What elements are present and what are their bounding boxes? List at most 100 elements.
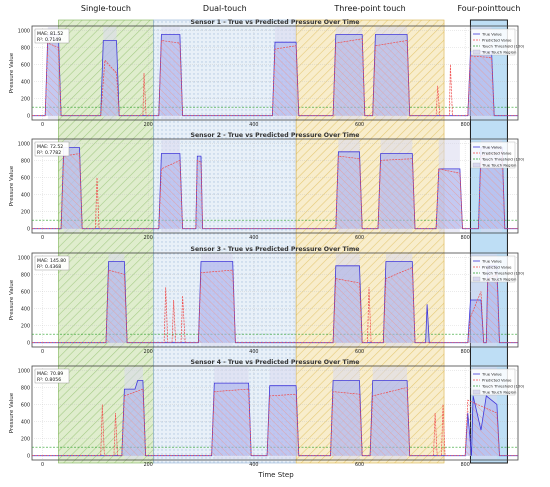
- legend-entry: Predicted Value: [482, 151, 512, 156]
- legend-entry: Touch Threshold (100): [481, 384, 525, 389]
- legend-entry: Predicted Value: [482, 378, 512, 383]
- metrics-box: [34, 28, 70, 44]
- y-axis-label: Pressure Value: [9, 279, 15, 320]
- y-tick-label: 600: [21, 402, 30, 408]
- panel-frame: [31, 252, 519, 348]
- predicted-value-line: [32, 151, 518, 230]
- x-tick-label: 400: [249, 349, 258, 355]
- x-tick-label: 600: [355, 122, 364, 128]
- sensor-panel-4: 0 200 400 600 800 1000 0 200 400 600 800 Sensor 4 -…: [9, 359, 525, 468]
- predicted-value-area: [32, 151, 518, 229]
- x-tick-label: 0: [41, 349, 44, 355]
- touch-region-2: [295, 19, 445, 464]
- x-tick-label: 0: [41, 462, 44, 468]
- x-tick-label: 200: [144, 349, 153, 355]
- x-tick-label: 600: [355, 349, 364, 355]
- x-axis-label: Time Step: [257, 471, 294, 479]
- panel-frame: [31, 365, 519, 461]
- legend-entry: True Touch Region: [481, 390, 517, 395]
- legend-swatch-touch-region: [472, 276, 481, 282]
- panel-title: Sensor 4 - True vs Predicted Pressure Ov…: [191, 359, 360, 366]
- y-tick-label: 200: [21, 210, 30, 216]
- metric-text: R²: 0.7782: [37, 150, 61, 156]
- x-tick-label: 800: [461, 349, 470, 355]
- y-tick-label: 400: [21, 307, 30, 313]
- predicted-value-area: [32, 267, 518, 343]
- x-tick-label: 800: [461, 235, 470, 241]
- x-tick-label: 600: [355, 235, 364, 241]
- x-tick-label: 200: [144, 235, 153, 241]
- region-label: Single-touch: [81, 4, 131, 13]
- legend-entry: Touch Threshold (100): [481, 44, 525, 49]
- metric-text: MAE: 145.80: [37, 258, 66, 264]
- metrics-box: [34, 141, 70, 157]
- legend-entry: True Touch Region: [481, 277, 517, 282]
- legend-box: [470, 141, 516, 169]
- x-tick-label: 600: [355, 462, 364, 468]
- predicted-value-area: [32, 38, 518, 116]
- y-tick-label: 0: [27, 227, 30, 233]
- panel-title: Sensor 3 - True vs Predicted Pressure Ov…: [191, 246, 360, 253]
- legend-entry: True Value: [481, 259, 502, 264]
- x-tick-label: 200: [144, 462, 153, 468]
- panel-frame: [31, 25, 519, 121]
- x-tick-label: 0: [41, 235, 44, 241]
- sensor-panel-1: 0 200 400 600 800 1000 0 200 400 600 800 Sensor 1 -…: [9, 19, 525, 128]
- legend-entry: True Value: [481, 372, 502, 377]
- legend-swatch-touch-region: [472, 49, 481, 55]
- y-axis-label: Pressure Value: [9, 392, 15, 433]
- y-tick-label: 1000: [18, 255, 30, 261]
- y-tick-label: 600: [21, 175, 30, 181]
- metric-text: MAE: 72.52: [37, 144, 63, 150]
- y-tick-label: 800: [21, 385, 30, 391]
- y-tick-label: 0: [27, 341, 30, 347]
- y-tick-label: 0: [27, 454, 30, 460]
- panel-title: Sensor 1 - True vs Predicted Pressure Ov…: [191, 19, 360, 26]
- sensor-panel-3: 0 200 400 600 800 1000 0 200 400 600 800 Sensor 3 -…: [9, 246, 525, 355]
- y-tick-label: 800: [21, 272, 30, 278]
- x-tick-label: 800: [461, 122, 470, 128]
- legend-swatch-touch-region: [472, 162, 481, 168]
- y-axis-label: Pressure Value: [9, 52, 15, 93]
- x-tick-label: 400: [249, 462, 258, 468]
- metric-text: R²: 0.7149: [37, 37, 61, 43]
- y-tick-label: 800: [21, 45, 30, 51]
- region-label: Dual-touch: [203, 4, 247, 13]
- y-tick-label: 200: [21, 97, 30, 103]
- legend-entry: True Touch Region: [481, 163, 517, 168]
- legend-entry: True Value: [481, 145, 502, 150]
- metrics-box: [34, 368, 70, 384]
- y-tick-label: 400: [21, 80, 30, 86]
- predicted-value-line: [32, 38, 518, 117]
- x-tick-label: 800: [461, 462, 470, 468]
- metric-text: MAE: 81.52: [37, 31, 63, 37]
- panel-title: Sensor 2 - True vs Predicted Pressure Ov…: [191, 132, 360, 139]
- legend-entry: Predicted Value: [482, 265, 512, 270]
- panel-layer: 0 200 400 600 800 1000 0 200 400 600 800 Sensor 1 -…: [9, 19, 525, 468]
- y-tick-label: 0: [27, 114, 30, 120]
- legend-entry: True Touch Region: [481, 50, 517, 55]
- x-tick-label: 200: [144, 122, 153, 128]
- y-axis-label: Pressure Value: [9, 165, 15, 206]
- region-label: Three-point touch: [333, 4, 405, 13]
- y-tick-label: 400: [21, 193, 30, 199]
- x-tick-label: 400: [249, 122, 258, 128]
- sensor-panel-2: 0 200 400 600 800 1000 0 200 400 600 800 Sensor 2 -…: [9, 132, 525, 241]
- metric-text: R²: 0.8056: [37, 377, 61, 383]
- predicted-value-line: [32, 266, 518, 344]
- metric-text: MAE: 70.89: [37, 371, 63, 377]
- predicted-value-area: [32, 387, 518, 456]
- region-label: Four-pointtouch: [457, 4, 520, 13]
- legend-entry: True Value: [481, 32, 502, 37]
- region-label-layer: Single-touch Dual-touch Three-point touch F…: [81, 4, 520, 13]
- legend-entry: Predicted Value: [482, 38, 512, 43]
- y-tick-label: 1000: [18, 368, 30, 374]
- panel-frame: [31, 138, 519, 234]
- legend-entry: Touch Threshold (100): [481, 271, 525, 276]
- x-tick-label: 400: [249, 235, 258, 241]
- y-tick-label: 200: [21, 324, 30, 330]
- legend-entry: Touch Threshold (100): [481, 157, 525, 162]
- metric-text: R²: 0.4368: [37, 264, 61, 270]
